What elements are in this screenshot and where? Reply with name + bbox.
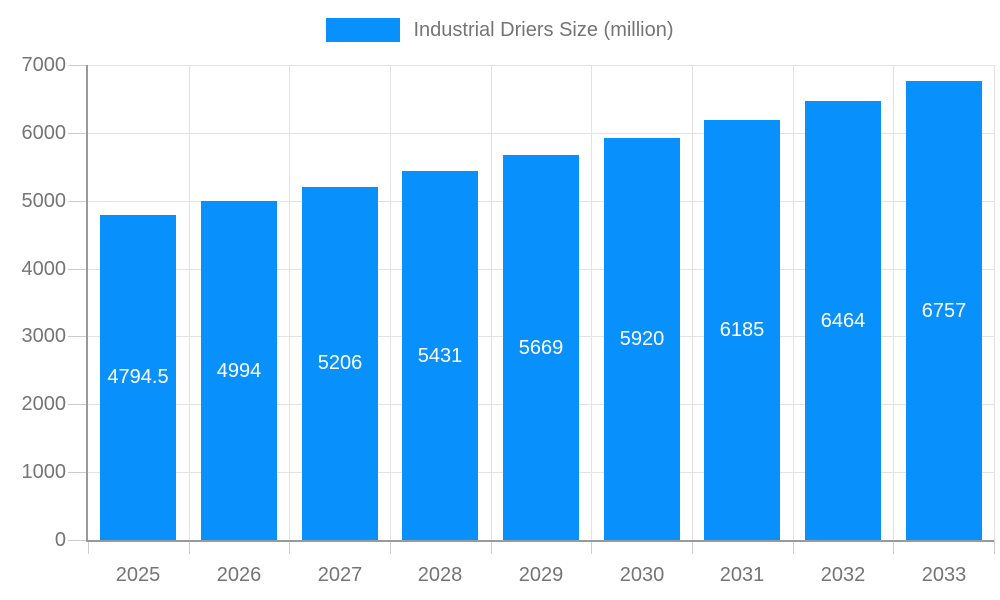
y-axis-label: 5000: [21, 190, 67, 212]
bar[interactable]: [805, 101, 881, 540]
bar[interactable]: [604, 138, 680, 540]
y-tick: [68, 201, 88, 202]
x-gridline: [390, 65, 391, 540]
x-axis-label: 2027: [317, 564, 363, 586]
y-tick: [68, 133, 88, 134]
legend-marker: [326, 18, 401, 42]
x-tick: [591, 540, 592, 554]
x-axis-label: 2026: [216, 564, 262, 586]
y-axis-label: 0: [54, 529, 66, 551]
y-tick: [68, 269, 88, 270]
bar[interactable]: [100, 215, 176, 540]
y-axis-label: 1000: [21, 461, 67, 483]
x-tick: [692, 540, 693, 554]
y-tick: [68, 336, 88, 337]
x-axis-line: [86, 540, 994, 542]
legend[interactable]: Industrial Driers Size (million): [0, 18, 1000, 42]
bar-value-label: 4794.5: [107, 366, 169, 388]
bar[interactable]: [704, 120, 780, 540]
legend-label: Industrial Driers Size (million): [413, 18, 674, 41]
y-axis-label: 3000: [21, 325, 67, 347]
bar-value-label: 6464: [820, 310, 866, 332]
x-gridline: [491, 65, 492, 540]
x-axis-label: 2031: [719, 564, 765, 586]
x-tick: [793, 540, 794, 554]
x-axis-label: 2032: [820, 564, 866, 586]
y-tick: [68, 472, 88, 473]
bar-value-label: 6757: [921, 300, 967, 322]
x-tick: [994, 540, 995, 554]
x-tick: [189, 540, 190, 554]
y-axis-label: 7000: [21, 54, 67, 76]
x-gridline: [994, 65, 995, 540]
y-gridline: [88, 133, 994, 134]
x-gridline: [692, 65, 693, 540]
bar[interactable]: [906, 81, 982, 540]
bar[interactable]: [402, 171, 478, 540]
y-axis-label: 6000: [21, 122, 67, 144]
x-axis-label: 2033: [921, 564, 967, 586]
bar[interactable]: [503, 155, 579, 540]
bar[interactable]: [302, 187, 378, 540]
bar-value-label: 6185: [719, 319, 765, 341]
x-axis-label: 2025: [115, 564, 161, 586]
x-gridline: [793, 65, 794, 540]
bar-value-label: 5669: [518, 337, 564, 359]
x-tick: [491, 540, 492, 554]
x-tick: [893, 540, 894, 554]
y-tick: [68, 65, 88, 66]
x-tick: [88, 540, 89, 554]
y-axis-label: 4000: [21, 258, 67, 280]
bar-value-label: 5206: [317, 352, 363, 374]
x-axis-label: 2029: [518, 564, 564, 586]
y-tick: [68, 404, 88, 405]
x-gridline: [893, 65, 894, 540]
x-tick: [390, 540, 391, 554]
x-gridline: [189, 65, 190, 540]
x-gridline: [591, 65, 592, 540]
y-gridline: [88, 65, 994, 66]
y-tick: [68, 540, 88, 541]
y-axis-label: 2000: [21, 393, 67, 415]
bar-value-label: 5431: [417, 345, 463, 367]
x-tick: [289, 540, 290, 554]
bar-value-label: 5920: [619, 328, 665, 350]
x-axis-label: 2028: [417, 564, 463, 586]
x-axis-label: 2030: [619, 564, 665, 586]
y-axis-line: [86, 65, 88, 542]
bar-value-label: 4994: [216, 360, 262, 382]
bar[interactable]: [201, 201, 277, 540]
x-gridline: [289, 65, 290, 540]
